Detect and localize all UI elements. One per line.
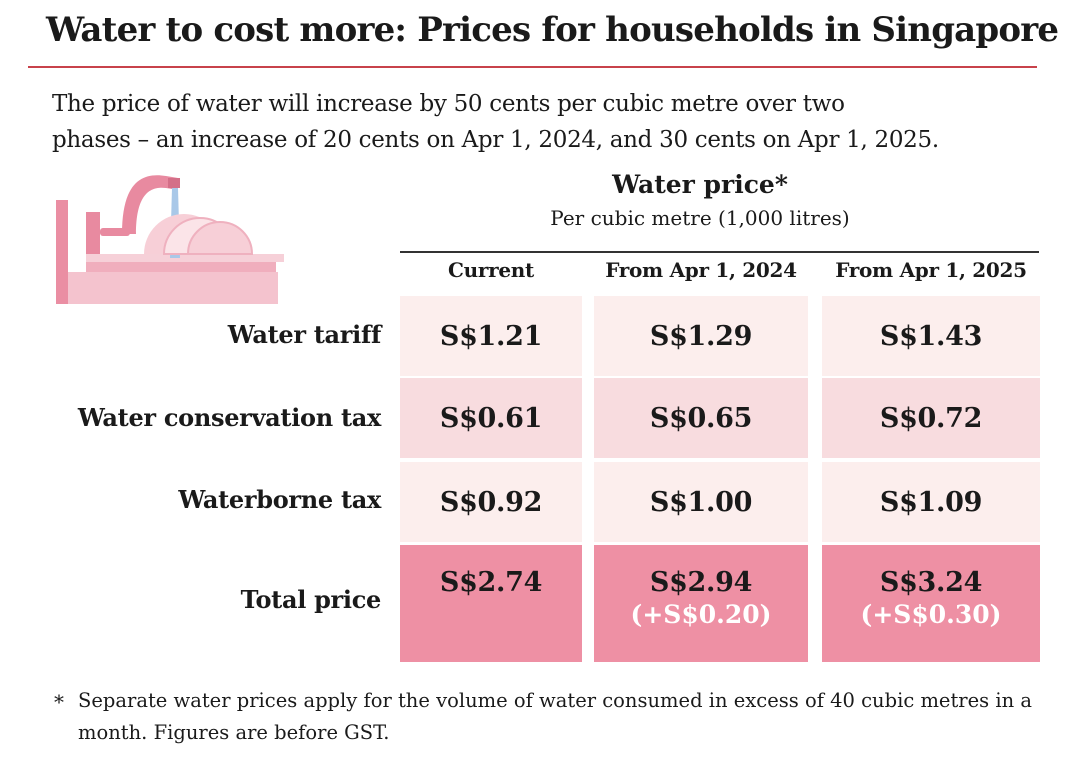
table-cell: S$1.43 — [822, 296, 1040, 376]
price-value: S$1.43 — [879, 320, 983, 352]
table-cell: S$1.00 — [594, 462, 808, 542]
table-cell: S$0.72 — [822, 378, 1040, 458]
table-cell-total: S$2.74 — [400, 545, 582, 662]
total-price-value: S$3.24 — [879, 567, 983, 598]
table-cell: S$0.65 — [594, 378, 808, 458]
price-change: (+S$0.20) — [630, 600, 772, 629]
price-change: (+S$0.30) — [860, 600, 1002, 629]
table-cell: S$1.09 — [822, 462, 1040, 542]
price-value: S$0.61 — [439, 402, 543, 434]
page-title: Water to cost more: Prices for household… — [46, 10, 1059, 50]
price-value: S$0.92 — [439, 486, 543, 518]
kitchen-sink-dish-rack-illustration-icon — [56, 175, 284, 304]
description: The price of water will increase by 50 c… — [52, 86, 1062, 158]
table-cell: S$1.29 — [594, 296, 808, 376]
price-value: S$0.72 — [879, 402, 983, 434]
column-header-apr-2024: From Apr 1, 2024 — [605, 258, 797, 282]
total-price-value: S$2.94 — [649, 567, 753, 598]
title-divider — [28, 66, 1037, 68]
price-value: S$1.00 — [649, 486, 753, 518]
table-header-divider — [400, 251, 1039, 253]
row-label-water-tariff: Water tariff — [227, 320, 382, 349]
table-subtitle: Per cubic metre (1,000 litres) — [550, 206, 850, 230]
column-header-current: Current — [448, 258, 534, 282]
table-cell: S$1.21 — [400, 296, 582, 376]
column-header-apr-2025: From Apr 1, 2025 — [835, 258, 1027, 282]
footnote-text: Separate water prices apply for the volu… — [78, 689, 1032, 744]
row-label-water-conservation-tax: Water conservation tax — [77, 403, 381, 432]
row-label-total-price: Total price — [240, 585, 382, 614]
row-label-waterborne-tax: Waterborne tax — [178, 485, 381, 514]
table-title: Water price* — [612, 170, 788, 199]
description-line: phases – an increase of 20 cents on Apr … — [52, 127, 939, 153]
price-value: S$1.29 — [649, 320, 753, 352]
description-line: The price of water will increase by 50 c… — [52, 91, 845, 117]
price-value: S$1.21 — [439, 320, 543, 352]
footnote-marker: * — [54, 690, 64, 714]
table-cell: S$0.61 — [400, 378, 582, 458]
table-cell-total: S$2.94 (+S$0.20) — [594, 545, 808, 662]
price-value: S$1.09 — [879, 486, 983, 518]
price-value: S$0.65 — [649, 402, 753, 434]
table-cell: S$0.92 — [400, 462, 582, 542]
total-price-value: S$2.74 — [439, 567, 543, 598]
table-cell-total: S$3.24 (+S$0.30) — [822, 545, 1040, 662]
